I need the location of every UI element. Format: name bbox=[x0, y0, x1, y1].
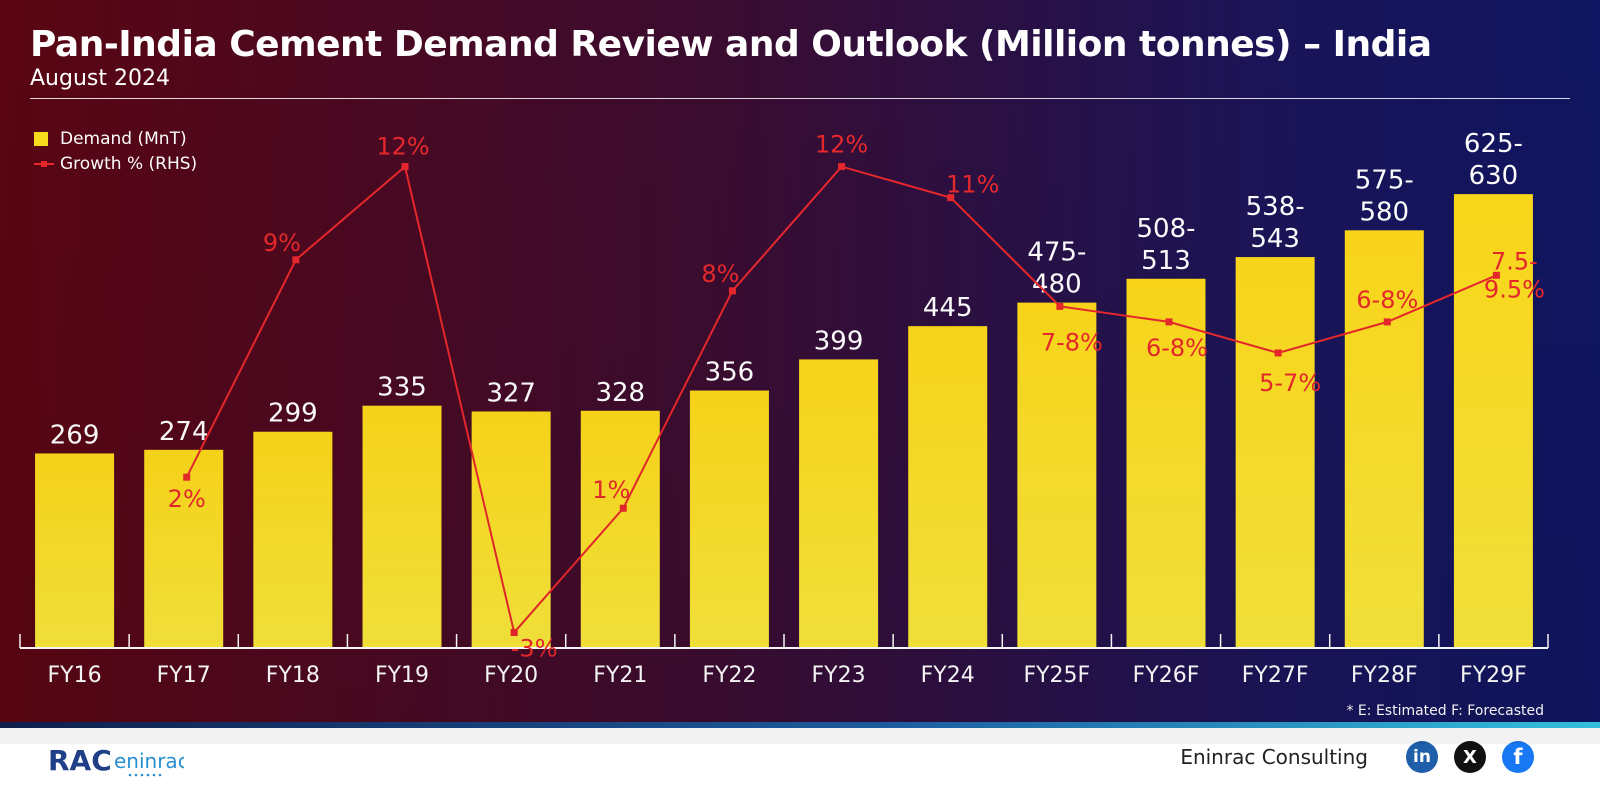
growth-label-FY24: 11% bbox=[946, 171, 999, 199]
growth-label-FY25F: 7-8% bbox=[1041, 328, 1103, 356]
bar-FY20 bbox=[471, 411, 551, 648]
svg-text:eninrac: eninrac bbox=[114, 749, 184, 773]
bar-FY24 bbox=[908, 326, 988, 648]
bar-label-FY29F: 625-630 bbox=[1464, 129, 1523, 191]
x-tick-label-FY24: FY24 bbox=[921, 663, 975, 688]
legend: Demand (MnT) Growth % (RHS) bbox=[34, 126, 197, 176]
x-tick-label-FY20: FY20 bbox=[484, 663, 538, 688]
growth-label-FY29F: 7.5-9.5% bbox=[1484, 247, 1545, 303]
eninrac-logo-icon: RAC eninrac bbox=[48, 744, 184, 777]
growth-point-FY21 bbox=[619, 504, 627, 512]
bar-label-FY20: 327 bbox=[486, 378, 536, 408]
growth-label-FY17: 2% bbox=[168, 485, 206, 513]
bar-FY28F bbox=[1344, 230, 1424, 648]
x-tick-label-FY28F: FY28F bbox=[1351, 663, 1418, 688]
bar-FY19 bbox=[362, 405, 442, 648]
bar-FY29F bbox=[1453, 194, 1533, 648]
bar-label-FY18: 299 bbox=[268, 399, 318, 429]
facebook-icon[interactable]: f bbox=[1502, 741, 1534, 773]
bar-label-FY28F: 575-580 bbox=[1355, 165, 1414, 227]
line-swatch-icon bbox=[34, 157, 54, 171]
x-tick-label-FY19: FY19 bbox=[375, 663, 429, 688]
linkedin-icon[interactable]: in bbox=[1406, 741, 1438, 773]
title-divider bbox=[30, 98, 1570, 99]
bar-FY23 bbox=[799, 359, 879, 648]
growth-point-FY26F bbox=[1165, 318, 1173, 326]
legend-label-demand: Demand (MnT) bbox=[60, 128, 187, 149]
growth-point-FY25F bbox=[1056, 302, 1064, 310]
x-icon[interactable]: X bbox=[1454, 741, 1486, 773]
legend-item-growth: Growth % (RHS) bbox=[34, 151, 197, 176]
bar-label-FY16: 269 bbox=[50, 420, 100, 450]
growth-label-FY23: 12% bbox=[815, 131, 868, 159]
bar-FY27F bbox=[1235, 257, 1315, 648]
bar-label-FY24: 445 bbox=[923, 293, 973, 323]
growth-point-FY22 bbox=[728, 287, 736, 295]
growth-label-FY22: 8% bbox=[701, 260, 739, 288]
x-tick-label-FY17: FY17 bbox=[157, 663, 211, 688]
growth-label-FY27F: 5-7% bbox=[1259, 369, 1321, 397]
growth-point-FY29F bbox=[1492, 271, 1500, 279]
footer-bar bbox=[0, 728, 1600, 800]
bar-label-FY26F: 508-513 bbox=[1136, 214, 1195, 276]
bar-swatch-icon bbox=[34, 131, 48, 146]
combo-chart: FY16 FY17 FY18 FY19 FY20 FY21 FY22 FY23 FY24 FY25… bbox=[35, 129, 1545, 688]
x-tick-label-FY26F: FY26F bbox=[1133, 663, 1200, 688]
growth-label-FY19: 12% bbox=[376, 133, 429, 161]
brand-name: Eninrac Consulting bbox=[1180, 745, 1368, 769]
bar-label-FY23: 399 bbox=[814, 326, 864, 356]
bar-FY26F bbox=[1126, 278, 1206, 648]
x-tick-label-FY21: FY21 bbox=[593, 663, 647, 688]
growth-point-FY28F bbox=[1383, 318, 1391, 326]
growth-point-FY23 bbox=[838, 163, 846, 171]
growth-label-FY28F: 6-8% bbox=[1356, 286, 1418, 314]
x-tick-label-FY25F: FY25F bbox=[1023, 663, 1090, 688]
svg-text:RAC: RAC bbox=[48, 744, 112, 777]
growth-point-FY19 bbox=[401, 163, 409, 171]
bar-FY17 bbox=[144, 449, 224, 648]
bar-FY25F bbox=[1017, 302, 1097, 648]
growth-label-FY18: 9% bbox=[263, 229, 301, 257]
bar-label-FY22: 356 bbox=[705, 358, 755, 388]
legend-label-growth: Growth % (RHS) bbox=[60, 153, 198, 174]
growth-point-FY17 bbox=[183, 473, 191, 481]
footer-accent-strip bbox=[0, 722, 1600, 728]
growth-label-FY21: 1% bbox=[592, 476, 630, 504]
x-tick-label-FY18: FY18 bbox=[266, 663, 320, 688]
x-tick-label-FY27F: FY27F bbox=[1242, 663, 1309, 688]
growth-point-FY24 bbox=[947, 194, 955, 202]
bar-label-FY27F: 538-543 bbox=[1246, 192, 1305, 254]
legend-item-demand: Demand (MnT) bbox=[34, 126, 197, 151]
growth-label-FY26F: 6-8% bbox=[1146, 334, 1208, 362]
footnote: * E: Estimated F: Forecasted bbox=[1346, 703, 1544, 719]
x-tick-label-FY23: FY23 bbox=[812, 663, 866, 688]
growth-label-FY20: -3% bbox=[511, 634, 558, 662]
bar-FY18 bbox=[253, 431, 333, 648]
chart-title: Pan-India Cement Demand Review and Outlo… bbox=[30, 24, 1432, 65]
bar-label-FY19: 335 bbox=[377, 373, 427, 403]
growth-point-FY27F bbox=[1274, 349, 1282, 357]
bar-label-FY25F: 475-480 bbox=[1027, 238, 1086, 300]
growth-point-FY20 bbox=[510, 628, 518, 636]
bar-label-FY21: 328 bbox=[595, 378, 645, 408]
bar-label-FY17: 274 bbox=[159, 417, 209, 447]
bar-FY16 bbox=[35, 453, 115, 648]
growth-point-FY18 bbox=[292, 256, 300, 264]
bar-FY22 bbox=[689, 390, 769, 648]
bar-FY21 bbox=[580, 410, 660, 648]
x-tick-label-FY16: FY16 bbox=[48, 663, 102, 688]
x-tick-label-FY29F: FY29F bbox=[1460, 663, 1527, 688]
chart-subtitle: August 2024 bbox=[30, 66, 170, 91]
x-tick-label-FY22: FY22 bbox=[702, 663, 756, 688]
